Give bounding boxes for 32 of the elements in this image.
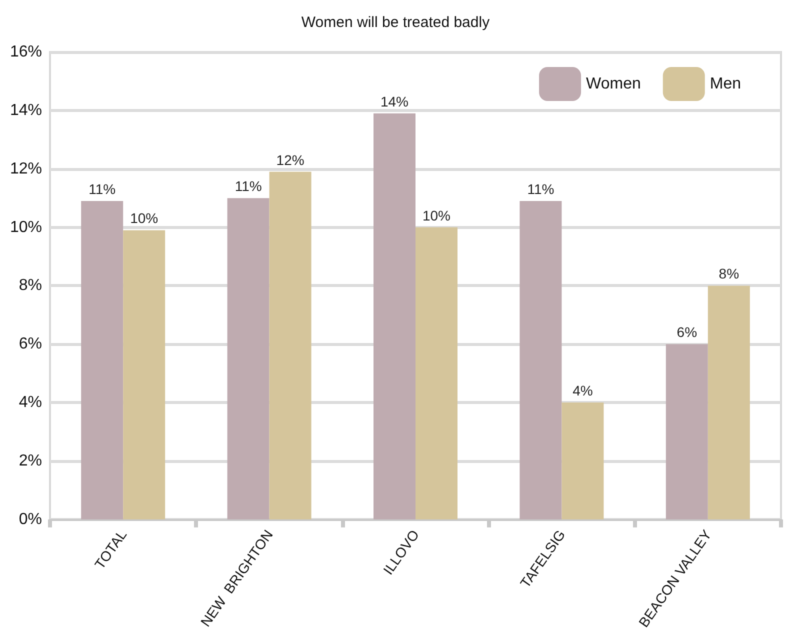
y-tick-label: 12% [10,160,42,178]
data-label: 11% [88,180,116,197]
y-tick-label: 0% [18,510,42,528]
y-tick-label: 14% [10,102,42,119]
data-label: 10% [130,210,158,226]
data-label: 4% [572,382,593,399]
y-tick-label: 4% [18,394,42,412]
bar [562,402,604,520]
data-label: 14% [380,93,409,110]
legend-label: Women [586,76,641,92]
data-label: 6% [676,324,698,340]
y-tick-label: 6% [18,336,42,353]
y-tick-label: 10% [10,218,42,236]
bar [81,200,124,520]
data-label: 8% [718,266,740,282]
bar [520,200,562,520]
bar [416,227,458,520]
data-label: 12% [276,152,304,168]
data-label: 10% [422,207,451,224]
data-label: 11% [527,180,554,197]
data-label: 11% [234,178,262,194]
y-tick-label: 16% [10,44,42,60]
bar [374,113,416,520]
bar [123,230,166,520]
bar [666,344,708,520]
y-tick-label: 8% [18,277,42,294]
chart-title: Women will be treated badly [301,14,490,31]
bar [269,172,312,520]
bar [227,198,270,520]
y-tick-label: 2% [18,452,42,470]
bar [708,286,750,520]
legend-label: Men [710,76,741,92]
